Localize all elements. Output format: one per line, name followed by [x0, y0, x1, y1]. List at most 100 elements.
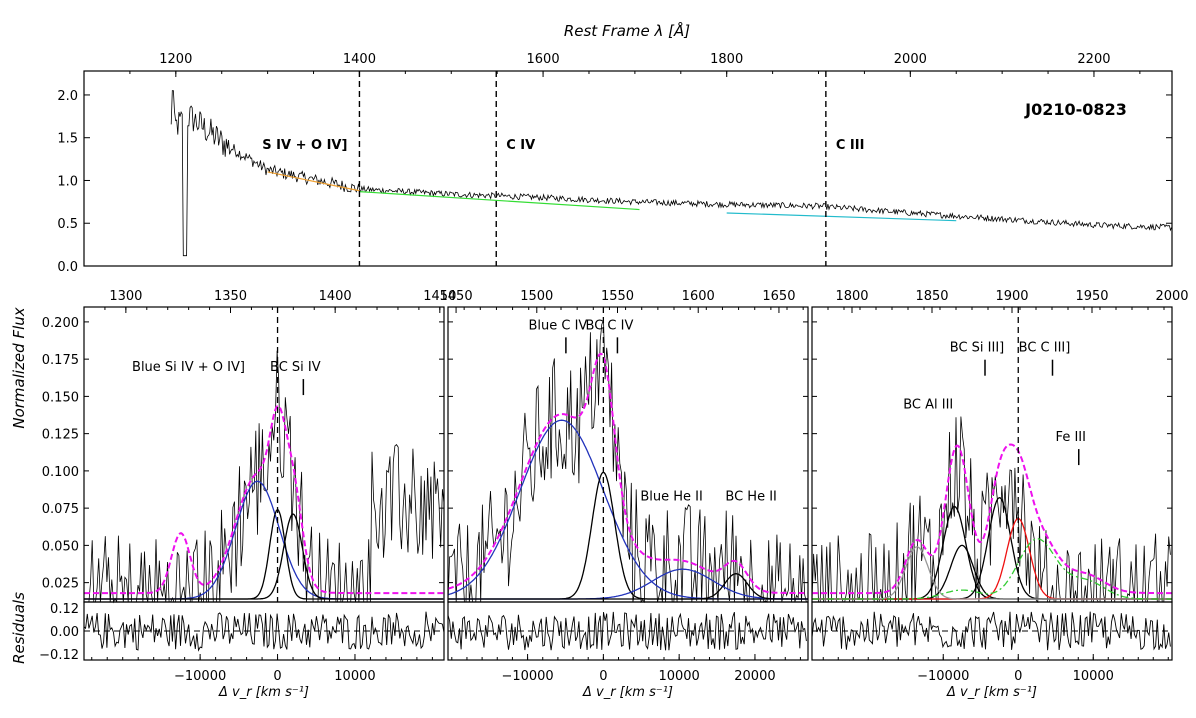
flux-y-tick-label: 0.100 [42, 465, 79, 480]
overview-y-tick-label: 0.5 [57, 217, 78, 232]
panel-residual-line [811, 611, 1171, 651]
overview-y-tick-label: 0.0 [57, 260, 78, 275]
overview-top-tick-label: 2000 [894, 52, 927, 67]
overview-y-tick-label: 1.0 [57, 174, 78, 189]
panel-top-tick-label: 1400 [319, 289, 352, 304]
panel-bottom-tick-label: 10000 [334, 669, 375, 684]
y-axis-title-flux: Normalized Flux [10, 307, 28, 428]
overview-region-label: C IV [506, 138, 535, 153]
panel-spectrum-line [84, 350, 445, 604]
resid-y-ticks: 0.12 0.00 −0.12 [39, 602, 79, 663]
overview-spectrum-line [170, 90, 1172, 257]
overview-region-label: C III [836, 138, 865, 153]
panel-top-tick-label: 1300 [109, 289, 142, 304]
panel-x-axis-title: Δ v_r [km s⁻¹] [946, 685, 1037, 700]
panel-annotation-label: BC C IV [586, 318, 634, 333]
resid-y-tick-label: 0.12 [50, 602, 79, 617]
component-total-fit-line [812, 443, 1172, 595]
component-bc-al-iii-2--line [812, 544, 1172, 600]
resid-y-tick-label: −0.12 [39, 648, 79, 663]
panel-bottom-tick-label: 0 [273, 669, 281, 684]
panel-residual-frame [83, 601, 445, 661]
panel-annotation-label: BC He II [725, 490, 776, 505]
panel-bottom-tick-label: −10000 [174, 669, 226, 684]
overview-top-tick-label: 1600 [527, 52, 560, 67]
overview-top-tick-label: 1800 [710, 52, 743, 67]
panel-top-tick-label: 1800 [835, 289, 868, 304]
overview-y-tick-label: 2.0 [57, 89, 78, 104]
panel-spectrum-line [447, 319, 807, 604]
flux-y-tick-label: 0.200 [42, 316, 79, 331]
panel-bottom-tick-label: 10000 [658, 669, 699, 684]
panel-top-tick-label: 1550 [601, 289, 634, 304]
panel-annotation-label: BC Al III [903, 397, 953, 412]
overview-top-tick-label: 1400 [343, 52, 376, 67]
overview-series [170, 90, 1172, 257]
component-bc-c-iii--line [812, 517, 1172, 600]
flux-y-tick-label: 0.075 [42, 502, 79, 517]
overview-top-tick-label: 2200 [1077, 52, 1110, 67]
overview-panel: Rest Frame λ [Å] 1200 1400 1600 1800 2000 220… [57, 21, 1173, 275]
panel-top-tick-label: 1850 [915, 289, 948, 304]
panel-flux-frame [83, 306, 445, 603]
overview-y-tick-label: 1.5 [57, 132, 78, 147]
flux-y-tick-label: 0.025 [42, 577, 79, 592]
panel-bottom-tick-label: −10000 [501, 669, 553, 684]
panel-spectrum-line [811, 416, 1171, 604]
panel-top-tick-label: 2000 [1155, 289, 1188, 304]
y-axis-title-residuals: Residuals [10, 592, 28, 664]
component-bc-si-iv-companion-line [84, 513, 444, 600]
component-bc-he-ii-line [448, 573, 808, 600]
object-name: J0210-0823 [1024, 100, 1127, 119]
component-total-fit-line [84, 404, 444, 595]
panel-residual-frame [811, 601, 1173, 661]
panel-top-tick-label: 1900 [995, 289, 1028, 304]
panel-x-axis-title: Δ v_r [km s⁻¹] [582, 685, 673, 700]
overview-top-ticks: 1200 1400 1600 1800 2000 2200 [129, 52, 1141, 77]
c-iii-panel: 1800 1850 1900 1950 2000 BC Al III BC Si III] B… [811, 289, 1189, 700]
panel-bottom-tick-label: 0 [599, 669, 607, 684]
panel-bottom-tick-label: 0 [1014, 669, 1022, 684]
flux-y-tick-label: 0.175 [42, 353, 79, 368]
flux-y-ticks: 0.025 0.050 0.075 0.100 0.125 0.150 0.175 0.200 [42, 316, 79, 592]
panel-x-axis-title: Δ v_r [km s⁻¹] [218, 685, 309, 700]
panel-annotation-label: Fe III [1056, 430, 1086, 445]
component-grey-component-line [812, 546, 1172, 600]
panel-top-tick-label: 1500 [520, 289, 553, 304]
panel-annotation-label: BC Si III] [950, 341, 1004, 356]
panel-top-tick-label: 1450 [440, 289, 473, 304]
panel-residual-line [83, 611, 445, 652]
panel-top-tick-label: 1600 [682, 289, 715, 304]
overview-plot-frame [83, 70, 1173, 267]
overview-continuum-2-line [359, 190, 640, 211]
panel-annotation-label: Blue C IV [528, 318, 587, 333]
panel-top-tick-label: 1950 [1075, 289, 1108, 304]
panel-annotation-label: BC C III] [1019, 341, 1071, 356]
component-blue-he-ii-line [448, 568, 808, 600]
panel-annotation-label: BC Si IV [270, 360, 321, 375]
overview-region-lines: S IV + O IV] C IV C III [262, 71, 864, 266]
overview-top-tick-label: 1200 [159, 52, 192, 67]
panel-annotation-label: Blue Si IV + O IV] [132, 360, 245, 375]
overview-continuum-3-line [726, 212, 957, 222]
panel-bottom-tick-label: 10000 [1073, 669, 1114, 684]
overview-continuum-1-line [267, 171, 360, 192]
component-total-fit-line [447, 352, 808, 595]
overview-region-label: S IV + O IV] [262, 138, 347, 153]
panel-bottom-tick-label: 20000 [734, 669, 775, 684]
component-fe-iii-line [812, 538, 1172, 600]
flux-y-tick-label: 0.125 [42, 428, 79, 443]
panel-residual-frame [447, 601, 809, 661]
top-axis-title: Rest Frame λ [Å] [564, 21, 690, 40]
component-blue-c-iv-line [447, 419, 808, 600]
flux-y-tick-label: 0.050 [42, 539, 79, 554]
si-iv-panel: 1300 1350 1400 1450 Blue Si IV + O IV] BC Si … [83, 289, 456, 700]
panel-bottom-tick-label: −10000 [917, 669, 969, 684]
panel-top-tick-label: 1450 [423, 289, 456, 304]
resid-y-tick-label: 0.00 [50, 625, 79, 640]
panel-top-tick-label: 1650 [762, 289, 795, 304]
panel-residual-line [447, 611, 807, 651]
flux-y-tick-label: 0.150 [42, 390, 79, 405]
